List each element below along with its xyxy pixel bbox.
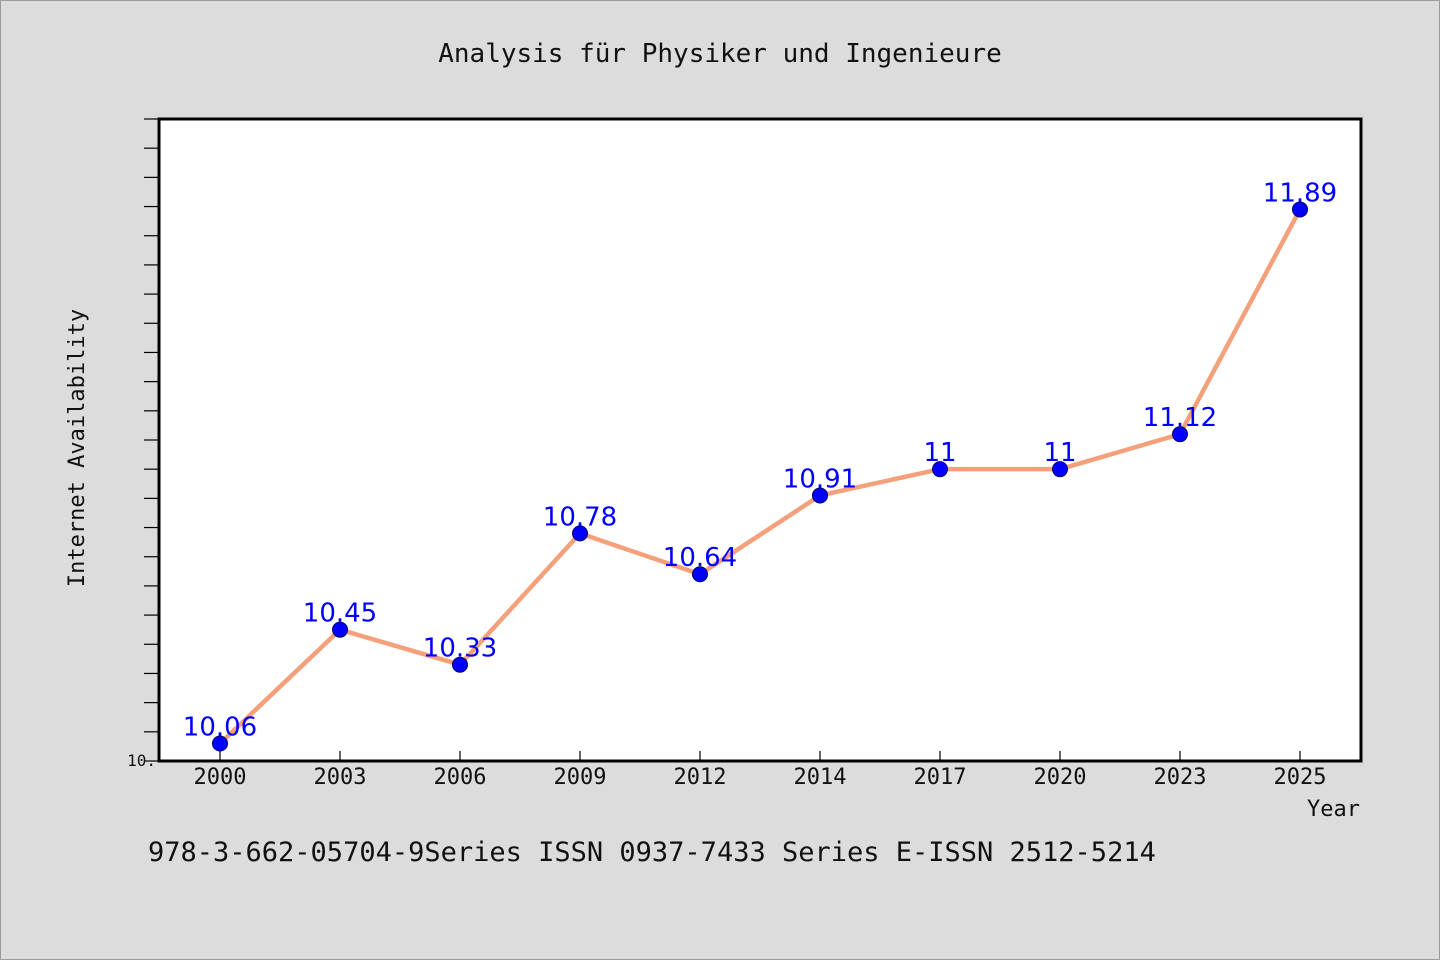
chart-title: Analysis für Physiker und Ingenieure [438,39,1002,69]
x-tick-label: 2025 [1274,765,1327,790]
x-tick-label: 2003 [314,765,367,790]
x-tick-label: 2006 [434,765,487,790]
data-point [212,735,228,752]
x-tick-label: 2023 [1154,765,1207,790]
x-tick-label: 2012 [674,765,727,790]
data-label: 11.12 [1143,403,1217,433]
data-label: 11.89 [1263,178,1337,208]
data-point [1292,201,1308,218]
data-label: 10.91 [783,464,857,494]
data-label: 10.06 [183,712,257,742]
data-labels: 10.06 10.45 10.33 10.78 10.64 10.91 11 11 11.12 1… [183,178,1337,742]
y-axis-label: Internet Availability [65,309,90,587]
data-point [932,461,948,478]
data-point [572,525,588,542]
y-axis-ticks: 10. [127,118,159,770]
y-tick-label: 10. [127,751,156,770]
x-tick-label: 2020 [1034,765,1087,790]
x-axis-ticks: 2000 2003 2006 2009 2012 2014 2017 2020 2023 2025 [194,751,1327,790]
data-point [332,621,348,638]
data-label: 10.64 [663,543,737,573]
x-tick-label: 2014 [794,765,847,790]
data-point [1172,426,1188,443]
data-point [1052,461,1068,478]
data-label: 10.33 [423,634,497,664]
footer-isbn-issn: 978-3-662-05704-9Series ISSN 0937-7433 S… [148,837,1156,868]
x-tick-label: 2017 [914,765,967,790]
series-line [217,207,1303,746]
data-point [812,487,828,504]
data-label: 11 [923,438,956,468]
x-tick-label: 2000 [194,765,247,790]
x-tick-label: 2009 [554,765,607,790]
data-point [692,566,708,583]
data-point [452,656,468,673]
x-axis-label: Year [1307,797,1360,822]
data-label: 10.78 [543,502,617,532]
data-label: 10.45 [303,599,377,629]
data-markers [212,201,1308,752]
data-label: 11 [1043,438,1076,468]
